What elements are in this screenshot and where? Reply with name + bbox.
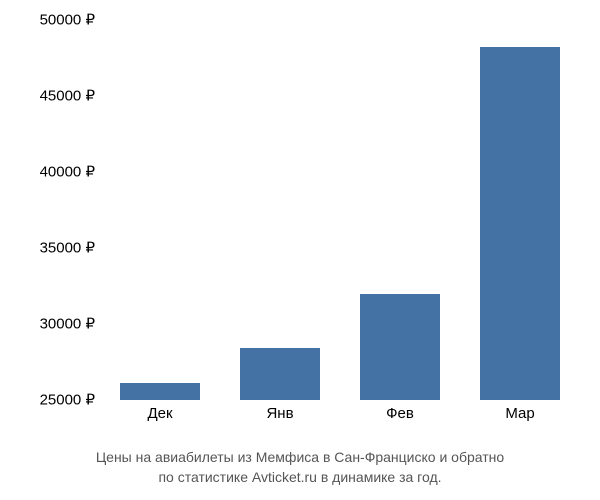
x-tick-label: Фев xyxy=(386,405,414,422)
y-axis: 25000 ₽30000 ₽35000 ₽40000 ₽45000 ₽50000… xyxy=(0,20,95,400)
chart-container: 25000 ₽ 30000 ₽ 35000 ₽ 40000 ₽ 45000 ₽ 50000… xyxy=(0,0,600,500)
y-tick-label: 30000 ₽ xyxy=(0,317,95,332)
plot-area xyxy=(100,20,580,400)
y-tick-label: 40000 ₽ xyxy=(0,165,95,180)
x-axis: Дек Янв Фев Мар xyxy=(100,405,580,430)
x-tick-label: Дек xyxy=(147,405,172,422)
x-tick-label: Янв xyxy=(266,405,293,422)
y-tick-label: 25000 ₽ xyxy=(0,393,95,408)
y-tick-label: 45000 ₽ xyxy=(0,89,95,104)
y-tick-label: 35000 ₽ xyxy=(0,241,95,256)
caption-line-1: Цены на авиабилеты из Мемфиса в Сан-Фран… xyxy=(0,448,600,468)
caption-line-2: по статистике Avticket.ru в динамике за … xyxy=(0,468,600,488)
y-tick-label: 50000 ₽ xyxy=(0,13,95,28)
bar xyxy=(120,383,200,400)
bar xyxy=(360,294,440,400)
bar xyxy=(240,348,320,400)
bar xyxy=(480,47,560,400)
x-tick-label: Мар xyxy=(505,405,534,422)
